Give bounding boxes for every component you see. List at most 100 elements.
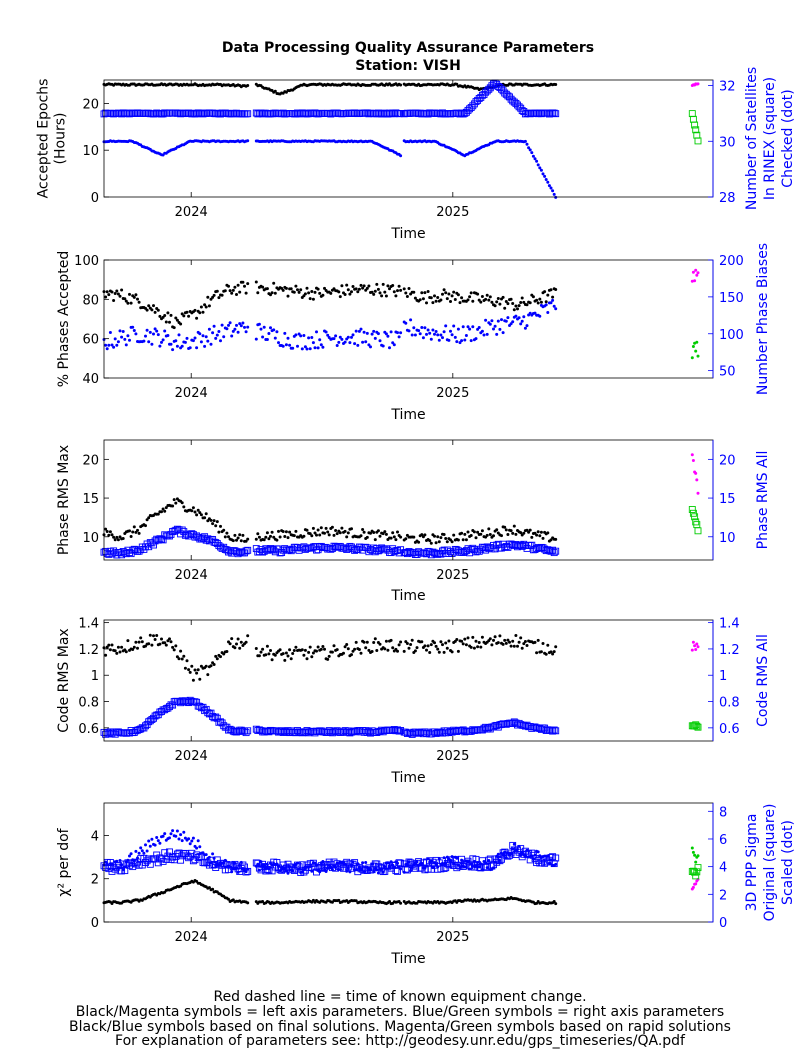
data-point-dot xyxy=(399,640,403,644)
data-point-dot xyxy=(332,644,336,648)
data-point-dot xyxy=(351,649,355,653)
data-point-dot xyxy=(118,294,122,298)
data-point-dot xyxy=(482,333,486,337)
data-point-dot xyxy=(449,858,452,862)
data-point-dot xyxy=(353,647,357,651)
y-tick-label-left: 15 xyxy=(82,492,99,507)
data-point-dot xyxy=(527,146,531,150)
y-axis-label-left: Phase RMS Max xyxy=(56,445,72,555)
data-point-dot xyxy=(429,296,433,300)
data-point-dot xyxy=(220,293,224,297)
data-point-dot xyxy=(244,539,248,543)
data-point-dot xyxy=(380,867,384,871)
data-point-dot xyxy=(522,315,526,319)
data-point-dot xyxy=(691,345,695,348)
data-point-dot xyxy=(160,637,163,641)
data-point-dot xyxy=(267,652,271,656)
data-point-dot xyxy=(453,298,457,301)
data-point-dot xyxy=(388,287,391,291)
data-point-dot xyxy=(310,290,314,293)
data-point-dot xyxy=(351,285,355,288)
data-point-dot xyxy=(128,292,131,296)
data-point-dot xyxy=(455,638,459,641)
data-point-dot xyxy=(108,331,112,334)
data-point-dot xyxy=(233,646,237,650)
x-tick-label: 2024 xyxy=(175,930,208,945)
data-point-dot xyxy=(455,340,459,344)
data-point-dot xyxy=(256,862,260,866)
data-point-dot xyxy=(209,861,213,865)
data-point-dot xyxy=(469,862,473,866)
data-point-square xyxy=(694,137,702,145)
data-point-square xyxy=(244,546,252,554)
data-point-dot xyxy=(286,336,290,340)
data-point-dot xyxy=(332,337,336,341)
data-point-dot xyxy=(131,648,135,651)
data-point-dot xyxy=(407,287,411,290)
data-point-dot xyxy=(190,664,194,668)
data-point-dot xyxy=(153,638,157,641)
data-point-dot xyxy=(134,332,138,336)
data-point-dot xyxy=(223,858,227,862)
data-point-dot xyxy=(695,340,699,344)
data-point-dot xyxy=(525,303,529,307)
data-point-dot xyxy=(187,837,191,841)
data-point-dot xyxy=(450,540,454,544)
data-point-dot xyxy=(554,307,558,311)
data-point-dot xyxy=(261,647,265,651)
data-point-dot xyxy=(239,860,243,864)
data-point-dot xyxy=(231,898,235,902)
data-point-dot xyxy=(115,651,119,655)
y-axis-label-right: Code RMS All xyxy=(755,634,771,727)
data-point-square xyxy=(688,506,696,513)
data-point-dot xyxy=(230,870,234,874)
data-point-dot xyxy=(188,346,192,350)
data-point-dot xyxy=(442,533,446,536)
chart-panel-5: 0 2 4 0 2 4 6 8 2024 2025 Time χ² per dof 3D PPP Sig… xyxy=(56,802,796,967)
data-point-square xyxy=(694,864,702,872)
data-point-dot xyxy=(348,870,352,874)
data-point-dot xyxy=(107,343,111,347)
data-point-dot xyxy=(503,306,507,310)
data-point-dot xyxy=(397,865,401,869)
data-point-dot xyxy=(191,836,195,840)
data-point-dot xyxy=(373,336,377,340)
data-point-dot xyxy=(441,336,444,340)
data-point-dot xyxy=(362,330,366,334)
data-point-dot xyxy=(145,518,149,522)
data-point-dot xyxy=(407,646,411,650)
data-point-dot xyxy=(225,650,229,653)
data-point-dot xyxy=(346,288,350,292)
x-tick-label: 2024 xyxy=(175,386,208,401)
data-point-dot xyxy=(361,340,365,344)
data-point-dot xyxy=(318,870,322,874)
data-point-dot xyxy=(188,670,192,674)
data-point-dot xyxy=(509,322,513,326)
data-point-dot xyxy=(241,321,245,325)
data-point-dot xyxy=(275,862,279,866)
data-point-dot xyxy=(187,668,191,672)
data-point-dot xyxy=(492,866,495,870)
data-point-dot xyxy=(463,637,467,641)
data-point-dot xyxy=(105,530,109,533)
data-point-dot xyxy=(696,82,700,86)
data-point-dot xyxy=(538,534,542,538)
data-point-dot xyxy=(321,645,325,648)
data-point-dot xyxy=(171,645,175,649)
data-point-dot xyxy=(310,336,314,339)
data-point-dot xyxy=(480,329,484,333)
data-point-dot xyxy=(464,643,468,647)
data-point-dot xyxy=(348,292,352,296)
y-tick-label-left: 4 xyxy=(91,829,99,844)
data-point-dot xyxy=(313,861,317,865)
data-point-dot xyxy=(115,289,119,293)
data-point-dot xyxy=(121,868,125,872)
data-point-dot xyxy=(326,530,330,534)
data-point-dot xyxy=(690,846,694,850)
data-point-dot xyxy=(115,343,119,347)
data-point-dot xyxy=(257,322,261,326)
x-axis-label: Time xyxy=(390,407,425,423)
data-point-dot xyxy=(294,333,298,337)
data-point-dot xyxy=(445,646,449,650)
data-point-dot xyxy=(144,644,147,648)
